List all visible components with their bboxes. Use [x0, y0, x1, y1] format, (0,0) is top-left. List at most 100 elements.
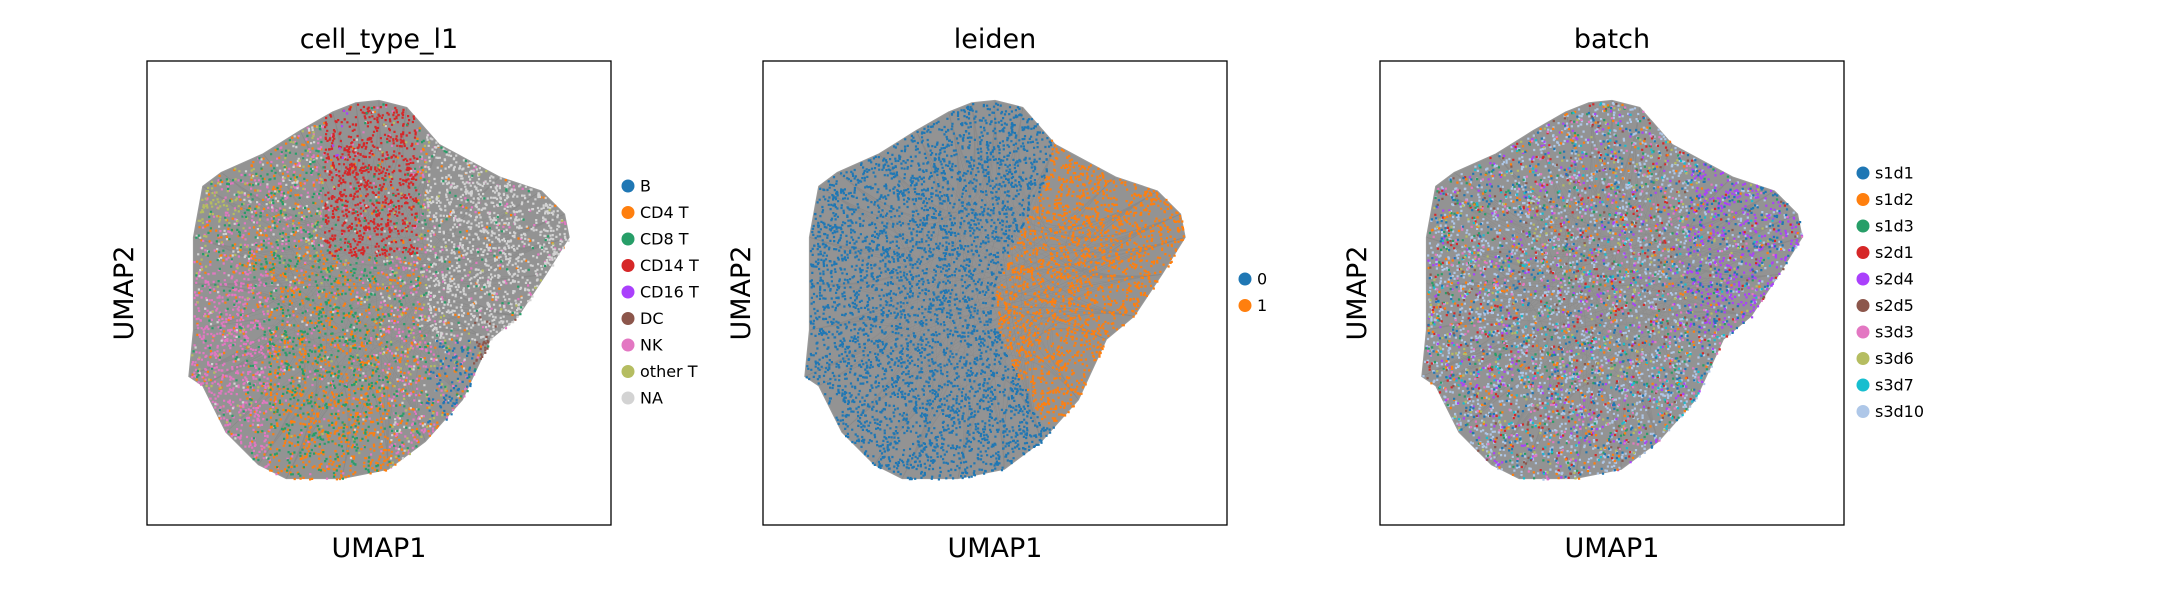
legend-label: 0	[1257, 270, 1267, 289]
legend-marker	[621, 365, 635, 378]
legend: 01	[1238, 270, 1267, 315]
scatter-area	[1421, 99, 1804, 481]
legend-entry: CD4 T	[621, 203, 689, 222]
legend-entry: B	[621, 177, 651, 196]
panel-title: batch	[1574, 24, 1650, 55]
legend-marker	[1238, 272, 1252, 286]
legend-marker	[1856, 352, 1870, 365]
y-axis-label: UMAP2	[726, 246, 757, 341]
legend-label: CD16 T	[640, 283, 699, 302]
legend-entry: NK	[621, 336, 663, 355]
point-group	[1422, 102, 1803, 481]
legend-entry: s3d3	[1856, 323, 1914, 342]
legend-label: s2d5	[1875, 296, 1914, 315]
legend-marker	[1856, 405, 1870, 418]
legend-label: s1d3	[1875, 217, 1914, 236]
panel-cell-type-l1: cell_type_l1 UMAP1 UMAP2 B CD4 T CD8 T CD14…	[109, 24, 699, 564]
legend-entry: s3d6	[1856, 349, 1914, 368]
legend-label: s1d1	[1875, 164, 1914, 183]
x-axis-label: UMAP1	[948, 533, 1043, 564]
legend-entry: s1d3	[1856, 217, 1914, 236]
legend-label: NK	[640, 336, 663, 355]
cell-points	[805, 102, 1185, 481]
legend-label: DC	[640, 309, 664, 328]
legend-marker	[621, 259, 635, 272]
panel-title: cell_type_l1	[300, 24, 458, 55]
legend-entry: CD8 T	[621, 230, 689, 249]
y-axis-label: UMAP2	[1342, 246, 1373, 341]
legend-marker	[1856, 219, 1870, 233]
legend-label: CD8 T	[640, 230, 689, 249]
legend-marker	[621, 179, 635, 193]
x-axis-label: UMAP1	[1565, 533, 1660, 564]
legend-label: s3d7	[1875, 376, 1914, 395]
legend-entry: s2d5	[1856, 296, 1914, 315]
axes-frame	[762, 60, 1228, 526]
legend-marker	[621, 391, 635, 405]
legend-entry: 0	[1238, 270, 1267, 289]
legend-marker	[621, 338, 635, 352]
legend-label: B	[640, 177, 651, 196]
legend-label: s3d3	[1875, 323, 1914, 342]
legend-marker	[621, 285, 635, 299]
legend-entry: other T	[621, 362, 698, 381]
legend-label: 1	[1257, 296, 1267, 315]
scatter-area	[188, 99, 570, 481]
legend-label: other T	[640, 362, 698, 381]
panel-batch: batch UMAP1 UMAP2 s1d1 s1d2 s1d3 s2d1 s2d4 s2…	[1342, 24, 1924, 564]
legend-entry: s1d1	[1856, 164, 1914, 183]
point-group	[805, 102, 1055, 481]
point-group	[473, 316, 517, 365]
point-group	[192, 103, 550, 480]
panel-title: leiden	[954, 24, 1036, 55]
cell-points	[191, 103, 570, 481]
point-group	[191, 105, 565, 481]
legend-marker	[1856, 378, 1870, 392]
point-group	[323, 103, 419, 258]
legend-entry: s3d7	[1856, 376, 1914, 395]
legend-marker	[1856, 166, 1870, 180]
legend-entry: NA	[621, 389, 663, 408]
point-group	[191, 105, 567, 480]
legend-marker	[1856, 272, 1870, 286]
legend-marker	[621, 206, 635, 219]
legend-label: CD4 T	[640, 203, 689, 222]
legend-entry: CD14 T	[621, 256, 699, 275]
legend-entry: CD16 T	[621, 283, 699, 302]
legend-entry: DC	[621, 309, 664, 328]
legend-marker	[1856, 299, 1870, 312]
axes-frame	[146, 60, 612, 526]
scatter-area	[804, 99, 1186, 481]
legend-marker	[1856, 246, 1870, 259]
legend: s1d1 s1d2 s1d3 s2d1 s2d4 s2d5 s3d3 s3d6 s3d7 s3d1…	[1856, 164, 1924, 421]
point-group	[331, 109, 349, 159]
legend-label: s1d2	[1875, 190, 1914, 209]
panel-leiden: leiden UMAP1 UMAP2 01	[726, 24, 1267, 564]
legend-entry: s2d1	[1856, 243, 1914, 262]
legend-marker	[1856, 193, 1870, 206]
legend-label: NA	[640, 389, 663, 408]
legend-label: s3d10	[1875, 402, 1924, 421]
axes-frame	[1379, 60, 1845, 526]
legend-marker	[621, 312, 635, 325]
neighbor-edges	[188, 99, 570, 480]
legend-label: CD14 T	[640, 256, 699, 275]
legend-entry: s2d4	[1856, 270, 1914, 289]
legend-label: s3d6	[1875, 349, 1914, 368]
legend-label: s2d1	[1875, 243, 1914, 262]
point-group	[1427, 103, 1799, 480]
legend-entry: 1	[1238, 296, 1267, 315]
y-axis-label: UMAP2	[109, 246, 140, 341]
legend-entry: s1d2	[1856, 190, 1914, 209]
point-group	[1427, 107, 1802, 478]
x-axis-label: UMAP1	[332, 533, 427, 564]
point-group	[995, 139, 1185, 425]
legend: B CD4 T CD8 T CD14 T CD16 T DC NK other T NA	[621, 177, 699, 408]
legend-entry: s3d10	[1856, 402, 1924, 421]
legend-marker	[1856, 325, 1870, 339]
legend-marker	[1238, 299, 1252, 312]
legend-marker	[621, 232, 635, 246]
cell-points	[1422, 102, 1804, 481]
legend-label: s2d4	[1875, 270, 1914, 289]
